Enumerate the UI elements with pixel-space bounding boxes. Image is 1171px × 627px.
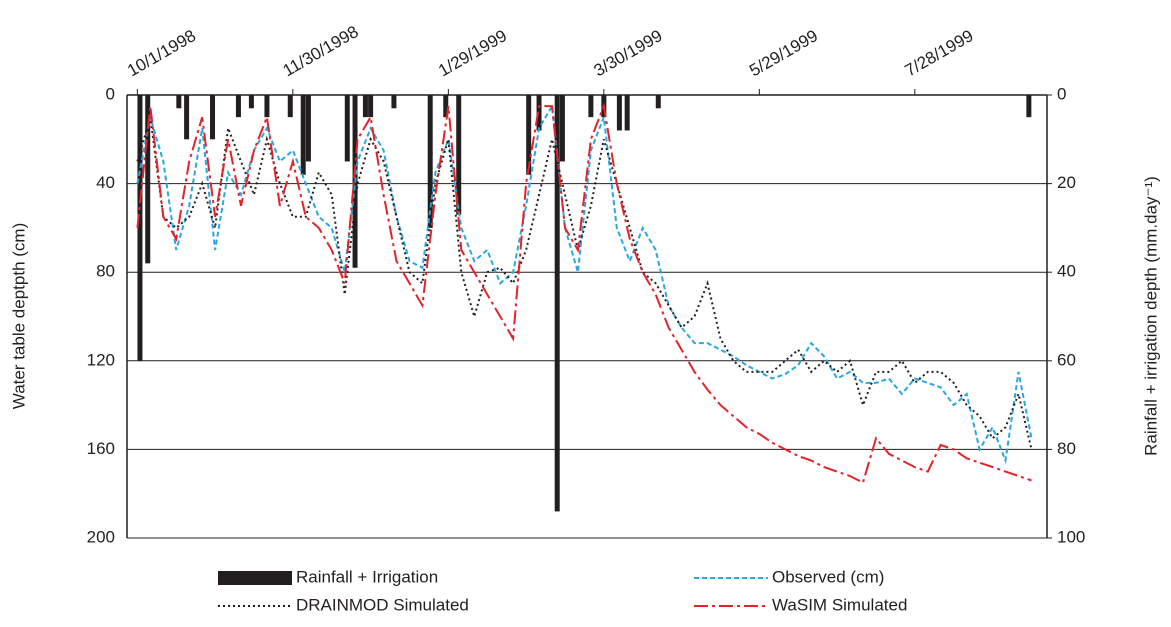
- x-tick-label: 1/29/1999: [435, 26, 510, 80]
- series-line: [136, 116, 1033, 450]
- y-tick-label: 80: [96, 262, 115, 281]
- legend-swatch: [218, 571, 292, 585]
- rain-bar: [443, 95, 449, 118]
- rain-bar: [427, 95, 433, 228]
- rain-bar: [616, 95, 622, 131]
- rain-bar: [1026, 95, 1032, 118]
- rain-bar: [624, 95, 630, 131]
- rain-bar: [137, 95, 143, 361]
- rain-bar: [559, 95, 565, 162]
- rain-bar: [305, 95, 311, 162]
- y-tick-label: 120: [87, 350, 115, 369]
- series-line: [136, 102, 1033, 465]
- y-tick-label: 160: [87, 439, 115, 458]
- series-line: [136, 102, 1032, 485]
- y2-tick-label: 40: [1057, 262, 1076, 281]
- y2-tick-label: 60: [1057, 350, 1076, 369]
- x-tick-label: 3/30/1999: [591, 26, 666, 80]
- rain-bar: [536, 95, 542, 131]
- rain-bar: [588, 95, 594, 118]
- rain-bar: [287, 95, 293, 118]
- legend-label: WaSIM Simulated: [772, 595, 907, 614]
- rain-bar: [235, 95, 241, 118]
- x-tick-label: 5/29/1999: [746, 26, 821, 80]
- rain-bar: [176, 95, 182, 109]
- y2-tick-label: 20: [1057, 173, 1076, 192]
- y2-tick-label: 100: [1057, 527, 1085, 546]
- rain-bar: [368, 95, 374, 118]
- y2-tick-label: 80: [1057, 439, 1076, 458]
- rain-bar: [145, 95, 151, 264]
- rain-bar: [344, 95, 350, 162]
- rain-bar: [554, 95, 560, 512]
- rain-bar: [210, 95, 216, 140]
- legend-label: DRAINMOD Simulated: [296, 595, 469, 614]
- y2-axis-label: Rainfall + irrigation depth (mm.day⁻¹): [1141, 176, 1160, 456]
- rain-bar: [248, 95, 254, 109]
- y2-tick-label: 0: [1057, 84, 1066, 103]
- y-tick-label: 200: [87, 527, 115, 546]
- rain-bar: [264, 95, 270, 118]
- y-axis-label: Water table deptpth (cm): [9, 223, 28, 409]
- y-tick-label: 0: [106, 84, 115, 103]
- rain-bar: [456, 95, 462, 215]
- rain-bar: [655, 95, 661, 109]
- x-tick-label: 10/1/1998: [124, 26, 199, 80]
- x-tick-label: 11/30/1998: [280, 22, 362, 80]
- x-tick-label: 7/28/1999: [902, 26, 977, 80]
- legend-label: Observed (cm): [772, 567, 884, 586]
- rain-bar: [184, 95, 190, 140]
- rain-bar: [526, 95, 532, 175]
- rain-bar: [362, 95, 368, 118]
- legend-label: Rainfall + Irrigation: [296, 567, 438, 586]
- y-tick-label: 40: [96, 173, 115, 192]
- rain-bar: [391, 95, 397, 109]
- rain-bar: [300, 95, 306, 175]
